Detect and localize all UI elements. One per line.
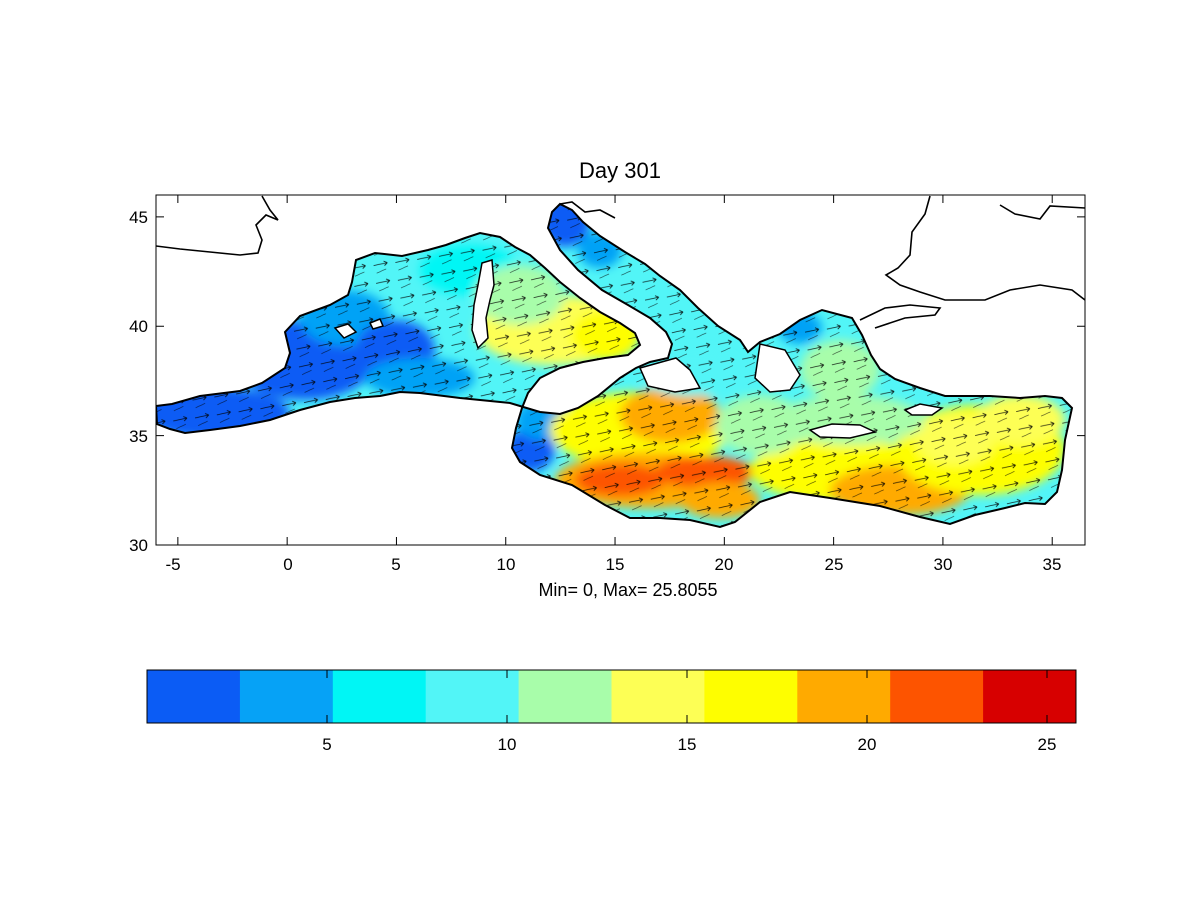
colorbar-cell bbox=[239, 670, 334, 723]
x-tick-label: 10 bbox=[497, 555, 516, 574]
min-max-label: Min= 0, Max= 25.8055 bbox=[538, 580, 717, 600]
colorbar-tick-label: 10 bbox=[498, 735, 517, 754]
colorbar-cell bbox=[797, 670, 891, 723]
colorbar: 5 10 15 20 25 bbox=[146, 669, 1077, 754]
colorbar-cell bbox=[611, 670, 705, 723]
map-y-ticks bbox=[156, 216, 1085, 546]
colorbar-tick-label: 25 bbox=[1038, 735, 1057, 754]
land-coastlines bbox=[156, 195, 1085, 329]
colorbar-cell bbox=[147, 670, 241, 723]
y-tick-label: 35 bbox=[129, 427, 148, 446]
colorbar-cell bbox=[518, 670, 612, 723]
colorbar-ticks bbox=[326, 670, 1048, 723]
x-tick-label: 0 bbox=[283, 555, 292, 574]
map-title: Day 301 bbox=[579, 158, 661, 183]
x-tick-label: 5 bbox=[391, 555, 400, 574]
colorbar-tick-label: 5 bbox=[322, 735, 331, 754]
x-tick-label: 35 bbox=[1043, 555, 1062, 574]
y-tick-label: 45 bbox=[129, 208, 148, 227]
y-tick-label: 30 bbox=[129, 536, 148, 555]
colorbar-cell bbox=[332, 670, 427, 723]
islands bbox=[333, 259, 944, 439]
colorbar-cell bbox=[890, 670, 984, 723]
y-tick-label: 40 bbox=[129, 317, 148, 336]
colorbar-cells bbox=[147, 670, 1077, 723]
x-tick-label: 20 bbox=[715, 555, 734, 574]
x-tick-label: 25 bbox=[825, 555, 844, 574]
colorbar-tick-label: 15 bbox=[678, 735, 697, 754]
colorbar-frame bbox=[146, 669, 1077, 724]
colorbar-cell bbox=[425, 670, 520, 723]
map-x-ticks bbox=[177, 195, 1053, 545]
colorbar-cell bbox=[983, 670, 1077, 723]
x-tick-label: 15 bbox=[606, 555, 625, 574]
colorbar-tick-label: 20 bbox=[858, 735, 877, 754]
x-tick-label: 30 bbox=[934, 555, 953, 574]
colorbar-cell bbox=[704, 670, 798, 723]
map-axes: -5 0 5 10 15 20 25 30 35 30 35 40 45 bbox=[129, 194, 1086, 574]
x-tick-label: -5 bbox=[165, 555, 180, 574]
